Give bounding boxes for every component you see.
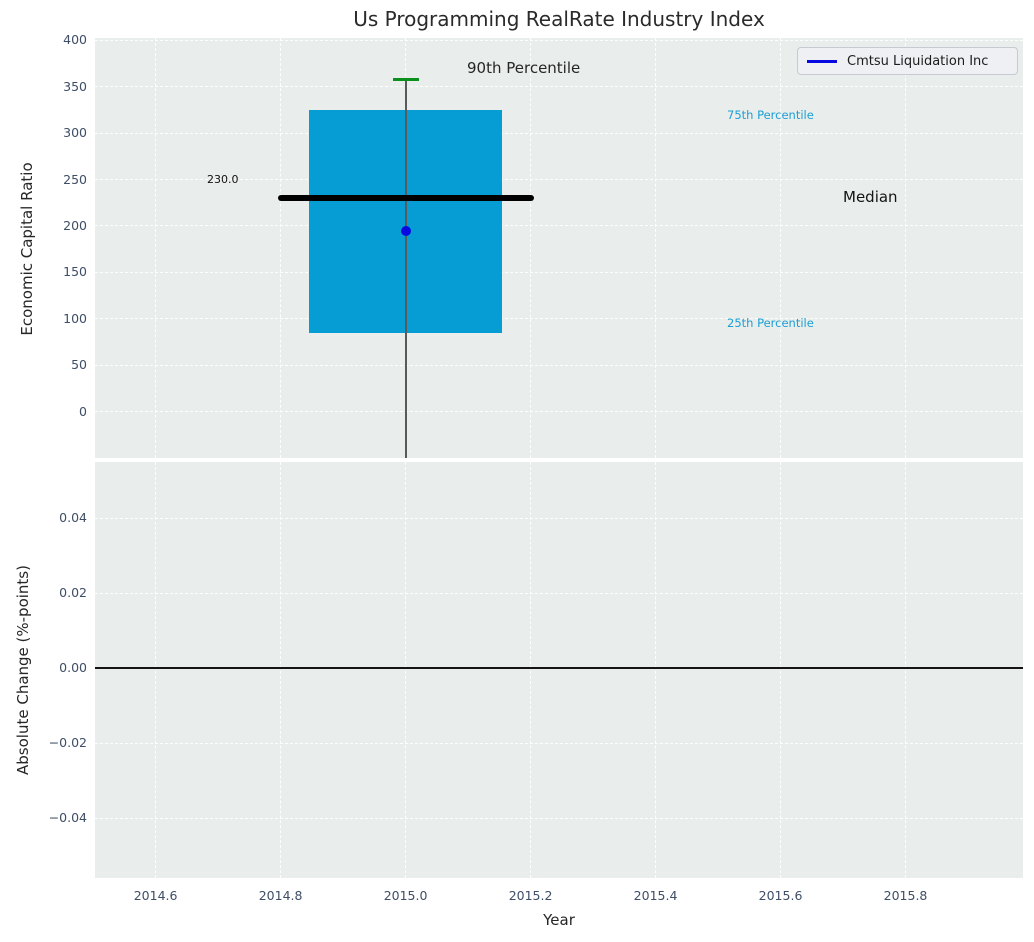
gridline-horizontal [95,517,1023,519]
x-tick-label: 2014.8 [258,888,303,903]
gridline-horizontal [95,364,1023,366]
gridline-vertical [155,462,157,878]
y-tick-label: 250 [63,171,87,187]
gridline-vertical [530,462,532,878]
x-tick-label: 2014.6 [133,888,178,903]
x-tick-label: 2015.4 [633,888,678,903]
y-tick-label: −0.02 [48,735,87,751]
annotation-90th-percentile: 90th Percentile [467,59,581,77]
annotation-75th-percentile: 75th Percentile [727,108,814,122]
whisker-line [404,79,407,458]
legend: Cmtsu Liquidation Inc [797,47,1018,75]
gridline-vertical [780,462,782,878]
x-tick-label: 2015.6 [758,888,803,903]
gridline-horizontal [95,179,1023,181]
gridline-horizontal [95,271,1023,273]
gridline-vertical [905,462,907,878]
p90-cap [392,77,419,81]
y-tick-label: 300 [63,125,87,141]
y-tick-label: 0.04 [59,510,87,526]
gridline-horizontal [95,592,1023,594]
gridline-horizontal [95,39,1023,41]
gridline-horizontal [95,132,1023,134]
y-tick-label: 0 [79,403,87,419]
x-tick-label: 2015.8 [883,888,928,903]
gridline-vertical [905,38,907,458]
y-tick-label: 350 [63,78,87,94]
chart-title: Us Programming RealRate Industry Index [353,7,765,31]
y-tick-label: 0.00 [59,660,87,676]
gridline-vertical [780,38,782,458]
bottom-axes-background [95,462,1023,878]
gridline-horizontal [95,742,1023,744]
y-tick-label: 200 [63,217,87,233]
y-tick-label: 0.02 [59,585,87,601]
median-line [277,195,534,202]
zero-change-line [95,667,1023,670]
x-tick-label: 2015.2 [508,888,553,903]
median-value-label: 230.0 [207,173,239,186]
gridline-vertical [155,38,157,458]
annotation-25th-percentile: 25th Percentile [727,316,814,330]
company-data-point [400,225,411,236]
gridline-horizontal [95,86,1023,88]
legend-line-sample-icon [807,59,837,63]
y-tick-label: −0.04 [48,810,87,826]
top-axes-background [95,38,1023,458]
gridline-vertical [405,462,407,878]
gridline-horizontal [95,411,1023,413]
gridline-horizontal [95,817,1023,819]
gridline-vertical [530,38,532,458]
y-tick-label: 400 [63,32,87,48]
x-axis-label: Year [543,911,575,929]
y-tick-label: 100 [63,310,87,326]
gridline-horizontal [95,225,1023,227]
gridline-vertical [655,38,657,458]
gridline-vertical [280,38,282,458]
x-tick-label: 2015.0 [383,888,428,903]
y-tick-label: 50 [71,357,87,373]
annotation-median: Median [843,188,898,206]
top-y-axis-label: Economic Capital Ratio [18,162,36,336]
gridline-vertical [655,462,657,878]
y-tick-label: 150 [63,264,87,280]
gridline-vertical [280,462,282,878]
gridline-horizontal [95,318,1023,320]
legend-entry-label: Cmtsu Liquidation Inc [847,53,989,69]
